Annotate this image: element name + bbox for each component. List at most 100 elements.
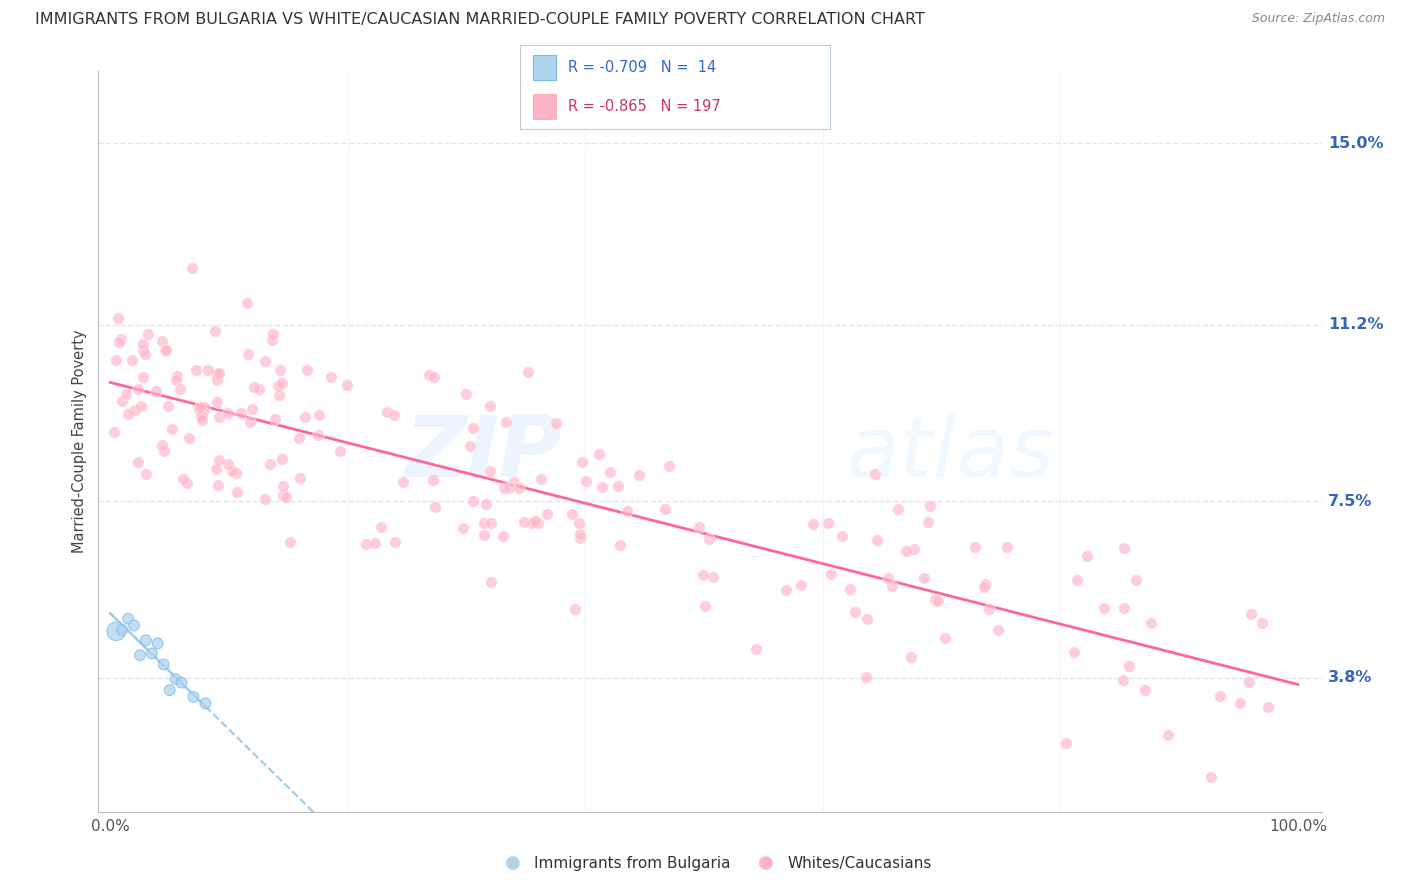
Point bbox=[877, 571, 900, 585]
Point bbox=[1257, 700, 1279, 714]
Point bbox=[122, 618, 145, 632]
Point bbox=[503, 475, 526, 489]
Point bbox=[262, 333, 284, 347]
Point bbox=[370, 520, 392, 534]
Point bbox=[934, 631, 956, 645]
Point bbox=[817, 516, 839, 531]
Point bbox=[187, 401, 209, 416]
Point bbox=[239, 415, 262, 429]
Point bbox=[177, 431, 200, 445]
Point bbox=[1140, 615, 1163, 630]
Text: atlas: atlas bbox=[846, 412, 1054, 495]
Point bbox=[329, 443, 352, 458]
Point bbox=[965, 540, 987, 554]
Point bbox=[225, 467, 247, 481]
Point bbox=[654, 501, 676, 516]
Point bbox=[117, 407, 139, 421]
Point bbox=[150, 438, 173, 452]
Point bbox=[839, 582, 862, 597]
Point bbox=[461, 493, 484, 508]
Point bbox=[266, 379, 288, 393]
Point bbox=[278, 534, 301, 549]
Point bbox=[517, 365, 540, 379]
Point bbox=[141, 647, 163, 661]
Point bbox=[364, 536, 387, 550]
Point bbox=[546, 417, 568, 431]
Point bbox=[184, 362, 207, 376]
Point bbox=[508, 481, 530, 495]
Point bbox=[1092, 601, 1115, 615]
Point bbox=[159, 683, 181, 698]
Point bbox=[253, 491, 276, 506]
Point bbox=[628, 468, 651, 483]
Point bbox=[207, 373, 229, 387]
Point bbox=[392, 475, 415, 490]
Point bbox=[520, 516, 543, 530]
Point bbox=[697, 533, 720, 547]
Point bbox=[208, 452, 231, 467]
Point bbox=[924, 592, 946, 607]
Point bbox=[453, 521, 475, 535]
Point bbox=[564, 602, 586, 616]
Point bbox=[422, 473, 444, 487]
Point bbox=[243, 380, 266, 394]
Point bbox=[775, 582, 797, 597]
Point bbox=[308, 409, 330, 423]
Point bbox=[183, 690, 205, 704]
Point bbox=[124, 403, 146, 417]
Point bbox=[136, 327, 159, 342]
Point bbox=[900, 650, 922, 665]
Point bbox=[217, 406, 239, 420]
Point bbox=[695, 599, 717, 614]
Point bbox=[132, 343, 155, 358]
Point bbox=[1125, 573, 1147, 587]
Point bbox=[865, 467, 887, 482]
Point bbox=[191, 405, 214, 419]
Point bbox=[155, 343, 177, 357]
Point bbox=[492, 481, 515, 495]
Text: IMMIGRANTS FROM BULGARIA VS WHITE/CAUCASIAN MARRIED-COUPLE FAMILY POVERTY CORREL: IMMIGRANTS FROM BULGARIA VS WHITE/CAUCAS… bbox=[35, 12, 925, 27]
Point bbox=[205, 395, 228, 409]
Point bbox=[820, 567, 842, 582]
Point bbox=[207, 409, 229, 424]
Point bbox=[894, 543, 917, 558]
Point bbox=[973, 576, 995, 591]
Point bbox=[117, 612, 139, 626]
Point bbox=[492, 529, 515, 543]
Text: 15.0%: 15.0% bbox=[1327, 136, 1384, 151]
Point bbox=[458, 439, 481, 453]
Point bbox=[472, 516, 495, 531]
Y-axis label: Married-Couple Family Poverty: Married-Couple Family Poverty bbox=[72, 330, 87, 553]
Point bbox=[111, 623, 134, 637]
Point bbox=[271, 487, 294, 501]
Point bbox=[166, 368, 188, 383]
Point bbox=[176, 475, 198, 490]
Point bbox=[831, 529, 853, 543]
Point bbox=[456, 387, 478, 401]
Text: ZIP: ZIP bbox=[404, 412, 561, 495]
Point bbox=[190, 409, 212, 424]
Point bbox=[855, 670, 877, 684]
Point bbox=[276, 490, 298, 504]
Point bbox=[110, 332, 132, 346]
Point bbox=[977, 602, 1000, 616]
Point bbox=[498, 481, 520, 495]
Point bbox=[609, 538, 631, 552]
Point bbox=[321, 370, 343, 384]
Point bbox=[599, 465, 621, 479]
Point bbox=[479, 399, 502, 413]
Point bbox=[789, 578, 811, 592]
Point bbox=[236, 295, 259, 310]
Point bbox=[475, 497, 498, 511]
Point bbox=[1237, 675, 1260, 690]
Point bbox=[205, 367, 228, 381]
Point bbox=[844, 606, 866, 620]
Text: 11.2%: 11.2% bbox=[1327, 317, 1384, 332]
Point bbox=[240, 401, 263, 416]
Point bbox=[229, 405, 252, 419]
Point bbox=[973, 580, 995, 594]
Point bbox=[903, 541, 925, 556]
Point bbox=[271, 376, 294, 390]
Point bbox=[290, 471, 312, 485]
Text: 3.8%: 3.8% bbox=[1327, 671, 1372, 685]
